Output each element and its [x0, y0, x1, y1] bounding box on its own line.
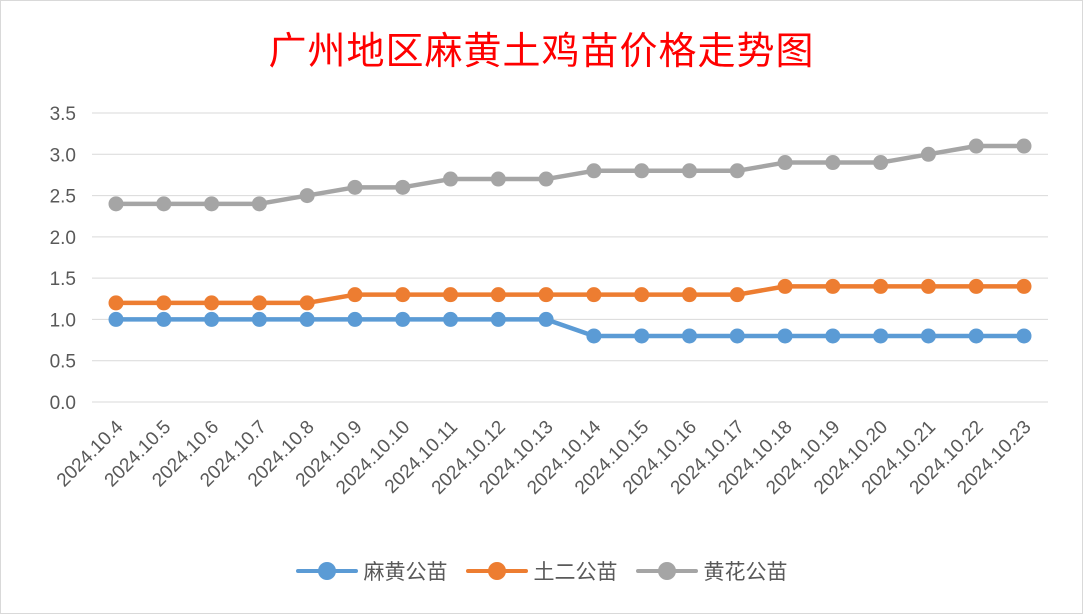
series-lines [108, 138, 1032, 344]
data-point [681, 163, 697, 179]
data-point [920, 146, 936, 162]
y-tick-label: 0.0 [50, 393, 76, 414]
data-point [347, 179, 363, 195]
data-point [395, 179, 411, 195]
chart-title: 广州地区麻黄土鸡苗价格走势图 [268, 29, 815, 73]
series-line [113, 143, 1027, 207]
data-point [586, 287, 602, 303]
data-point [251, 196, 267, 212]
legend: 麻黄公苗 土二公苗 黄花公苗 [0, 556, 1083, 586]
data-point [538, 287, 554, 303]
legend-swatch [465, 562, 528, 580]
data-point [299, 188, 315, 204]
series-1 [108, 311, 1032, 344]
data-point [634, 328, 650, 344]
data-point [108, 196, 124, 212]
data-point [873, 328, 889, 344]
data-point [299, 295, 315, 311]
data-point [538, 171, 554, 187]
data-point [156, 295, 172, 311]
data-point [777, 155, 793, 171]
data-point [729, 328, 745, 344]
data-point [443, 311, 459, 327]
data-point [968, 138, 984, 154]
data-point [490, 311, 506, 327]
data-point [490, 171, 506, 187]
legend-item: 黄花公苗 [635, 556, 788, 586]
data-point [395, 287, 411, 303]
y-tick-label: 1.5 [50, 269, 76, 290]
y-tick-label: 1.0 [50, 310, 76, 331]
legend-item: 土二公苗 [465, 556, 618, 586]
data-point [490, 287, 506, 303]
legend-label: 麻黄公苗 [363, 560, 448, 584]
data-point [968, 278, 984, 294]
data-point [1016, 278, 1032, 294]
data-point [777, 278, 793, 294]
series-line [113, 284, 1027, 306]
legend-swatch [295, 562, 358, 580]
y-tick-label: 0.5 [50, 352, 76, 373]
y-tick-label: 3.0 [50, 145, 76, 166]
legend-item: 麻黄公苗 [295, 556, 448, 586]
data-point [156, 311, 172, 327]
legend-label: 土二公苗 [533, 560, 618, 584]
data-point [1016, 328, 1032, 344]
y-axis-ticks: 0.0 0.5 1.0 1.5 2.0 2.5 3.0 3.5 [50, 104, 76, 414]
y-tick-label: 2.5 [50, 187, 76, 208]
data-point [681, 328, 697, 344]
data-point [347, 287, 363, 303]
data-point [251, 311, 267, 327]
data-point [108, 311, 124, 327]
data-point [586, 328, 602, 344]
series-3 [108, 138, 1032, 212]
data-point [729, 287, 745, 303]
data-point [873, 155, 889, 171]
data-point [825, 278, 841, 294]
data-point [251, 295, 267, 311]
y-tick-label: 2.0 [50, 228, 76, 249]
data-point [777, 328, 793, 344]
data-point [538, 311, 554, 327]
data-point [1016, 138, 1032, 154]
data-point [825, 328, 841, 344]
data-point [634, 287, 650, 303]
data-point [443, 287, 459, 303]
legend-label: 黄花公苗 [703, 560, 788, 584]
data-point [920, 328, 936, 344]
data-point [156, 196, 172, 212]
data-point [873, 278, 889, 294]
data-point [634, 163, 650, 179]
data-point [968, 328, 984, 344]
x-axis-ticks: 2024.10.42024.10.52024.10.62024.10.72024… [53, 416, 1036, 498]
data-point [299, 311, 315, 327]
series-line [113, 317, 1027, 339]
y-tick-label: 3.5 [50, 104, 76, 125]
data-point [347, 311, 363, 327]
data-point [204, 295, 220, 311]
data-point [395, 311, 411, 327]
gridlines [92, 112, 1048, 403]
legend-swatch [635, 562, 698, 580]
data-point [681, 287, 697, 303]
data-point [586, 163, 602, 179]
data-point [204, 311, 220, 327]
data-point [108, 295, 124, 311]
series-2 [108, 278, 1032, 311]
data-point [443, 171, 459, 187]
data-point [204, 196, 220, 212]
data-point [920, 278, 936, 294]
data-point [729, 163, 745, 179]
data-point [825, 155, 841, 171]
